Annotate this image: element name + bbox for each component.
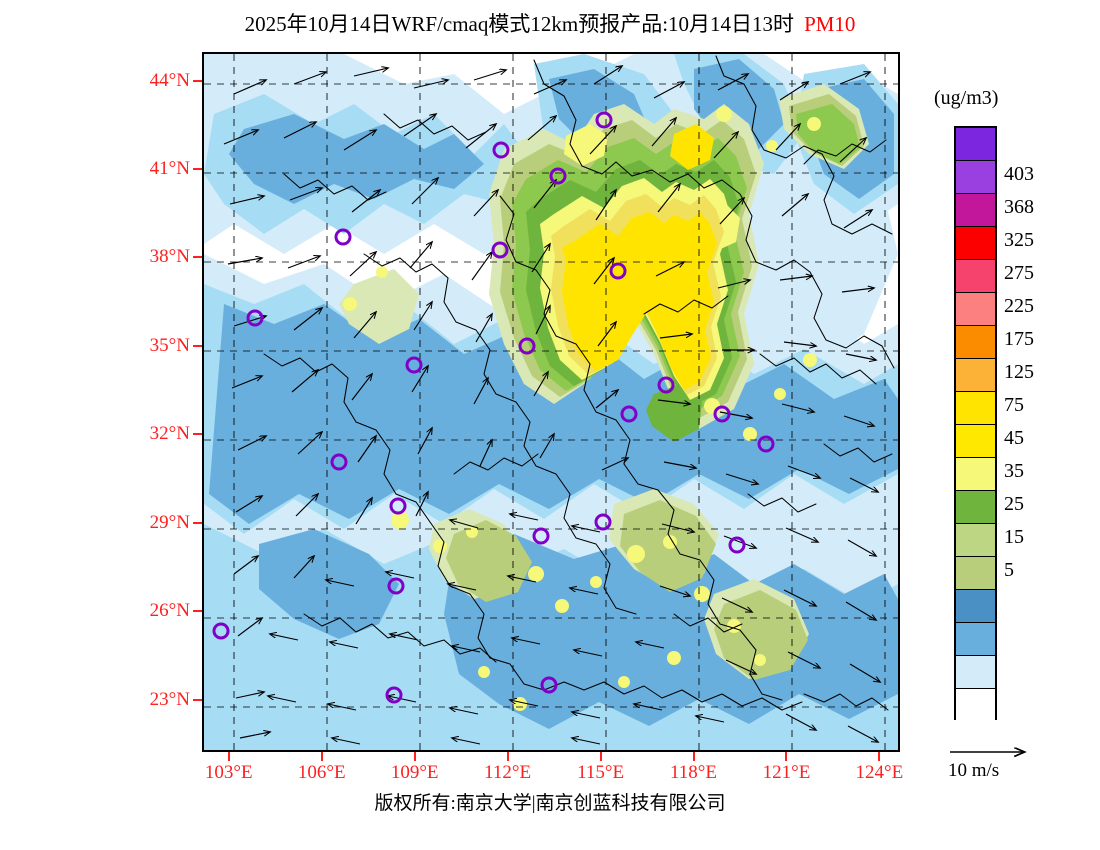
lat-tick-mark (193, 433, 202, 436)
city-marker-group (212, 111, 775, 704)
colorbar-segment (956, 557, 995, 590)
colorbar-tick-label-403: 403 (1004, 162, 1034, 185)
lat-tick-label-29°N: 29°N (149, 511, 190, 533)
colorbar-tick-label-35: 35 (1004, 459, 1024, 482)
lon-tick-mark (227, 752, 230, 761)
graticule (204, 54, 898, 750)
concentration-field (204, 54, 898, 750)
colorbar-segment (956, 524, 995, 557)
colorbar-segment (956, 161, 995, 194)
colorbar-segment (956, 227, 995, 260)
colorbar-tick-label-325: 325 (1004, 228, 1034, 251)
colorbar-segment (956, 491, 995, 524)
lat-tick-label-23°N: 23°N (149, 688, 190, 710)
lon-tick-mark (692, 752, 695, 761)
lon-tick-mark (878, 752, 881, 761)
colorbar-segment (956, 392, 995, 425)
lon-tick-label-112°E: 112°E (484, 762, 532, 783)
colorbar-segment (956, 590, 995, 623)
lat-tick-label-38°N: 38°N (149, 246, 190, 268)
wind-scale-legend: 10 m/s (948, 742, 1078, 788)
colorbar-segment (956, 326, 995, 359)
lon-tick-mark (320, 752, 323, 761)
lon-tick-mark (413, 752, 416, 761)
colorbar-segment (956, 194, 995, 227)
colorbar-tick-label-125: 125 (1004, 360, 1034, 383)
colorbar-tick-label-45: 45 (1004, 426, 1024, 449)
wind-scale-label: 10 m/s (948, 760, 1000, 781)
colorbar-tick-label-275: 275 (1004, 261, 1034, 284)
colorbar-tick-label-25: 25 (1004, 492, 1024, 515)
lat-tick-label-35°N: 35°N (149, 334, 190, 356)
lat-tick-mark (193, 79, 202, 82)
colorbar-tick-label-75: 75 (1004, 393, 1024, 416)
colorbar-tick-label-175: 175 (1004, 327, 1034, 350)
lon-tick-label-103°E: 103°E (204, 762, 253, 783)
lat-tick-mark (193, 256, 202, 259)
colorbar-tick-label-368: 368 (1004, 195, 1034, 218)
colorbar-segment (956, 260, 995, 293)
wind-vector-field (223, 66, 880, 745)
lon-tick-label-115°E: 115°E (577, 762, 625, 783)
lat-tick-label-44°N: 44°N (149, 69, 190, 91)
colorbar-segment (956, 458, 995, 491)
colorbar-segment (956, 689, 995, 722)
colorbar[interactable] (954, 126, 997, 722)
page-title: 2025年10月14日WRF/cmaq模式12km预报产品:10月14日13时 P… (0, 8, 1100, 38)
colorbar-tick-label-15: 15 (1004, 525, 1024, 548)
lon-tick-mark (785, 752, 788, 761)
lat-tick-mark (193, 698, 202, 701)
lon-tick-label-118°E: 118°E (670, 762, 718, 783)
lat-tick-label-26°N: 26°N (149, 600, 190, 622)
colorbar-tick-label-5: 5 (1004, 558, 1014, 581)
colorbar-segment (956, 425, 995, 458)
lon-tick-label-121°E: 121°E (762, 762, 811, 783)
copyright-notice: 版权所有:南京大学|南京创蓝科技有限公司 (374, 793, 726, 814)
lon-tick-mark (506, 752, 509, 761)
lat-tick-mark (193, 168, 202, 171)
lon-tick-mark (599, 752, 602, 761)
colorbar-units-label: (ug/m3) (934, 87, 999, 109)
lat-tick-label-32°N: 32°N (149, 423, 190, 445)
map-boundaries (263, 55, 895, 711)
lon-tick-label-124°E: 124°E (855, 762, 904, 783)
colorbar-tick-label-225: 225 (1004, 294, 1034, 317)
colorbar-segment (956, 293, 995, 326)
title-pollutant: PM10 (804, 12, 856, 36)
lat-tick-mark (193, 610, 202, 613)
lon-tick-label-109°E: 109°E (390, 762, 439, 783)
lon-tick-label-106°E: 106°E (297, 762, 346, 783)
colorbar-segment (956, 128, 995, 161)
wind-arrow-icon (950, 742, 1078, 764)
colorbar-segment (956, 656, 995, 689)
title-main: 2025年10月14日WRF/cmaq模式12km预报产品:10月14日13时 (244, 12, 795, 36)
colorbar-segment (956, 359, 995, 392)
map-plot-area[interactable] (202, 52, 900, 752)
lat-tick-mark (193, 521, 202, 524)
colorbar-segment (956, 623, 995, 656)
lat-tick-mark (193, 344, 202, 347)
lat-tick-label-41°N: 41°N (149, 158, 190, 180)
forecast-map-canvas (204, 54, 898, 750)
